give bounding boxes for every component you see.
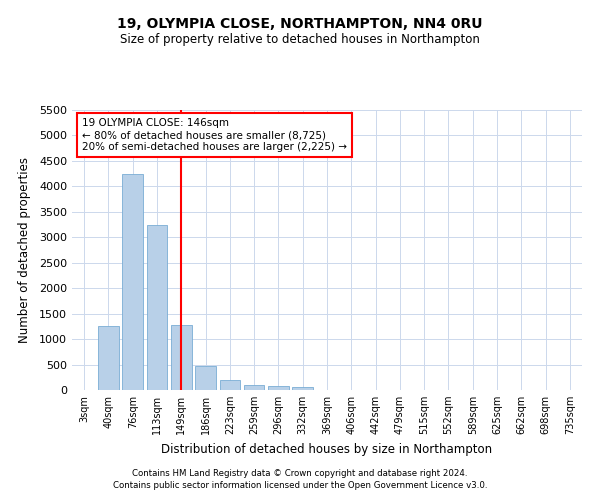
Text: Contains HM Land Registry data © Crown copyright and database right 2024.: Contains HM Land Registry data © Crown c… xyxy=(132,468,468,477)
Bar xyxy=(268,386,289,390)
Bar xyxy=(146,224,167,390)
Bar xyxy=(220,380,240,390)
Bar xyxy=(195,366,216,390)
X-axis label: Distribution of detached houses by size in Northampton: Distribution of detached houses by size … xyxy=(161,442,493,456)
Bar xyxy=(244,385,265,390)
Bar xyxy=(122,174,143,390)
Bar xyxy=(98,326,119,390)
Text: Size of property relative to detached houses in Northampton: Size of property relative to detached ho… xyxy=(120,32,480,46)
Text: 19, OLYMPIA CLOSE, NORTHAMPTON, NN4 0RU: 19, OLYMPIA CLOSE, NORTHAMPTON, NN4 0RU xyxy=(117,18,483,32)
Text: 19 OLYMPIA CLOSE: 146sqm
← 80% of detached houses are smaller (8,725)
20% of sem: 19 OLYMPIA CLOSE: 146sqm ← 80% of detach… xyxy=(82,118,347,152)
Y-axis label: Number of detached properties: Number of detached properties xyxy=(17,157,31,343)
Bar xyxy=(171,325,191,390)
Text: Contains public sector information licensed under the Open Government Licence v3: Contains public sector information licen… xyxy=(113,481,487,490)
Bar xyxy=(292,388,313,390)
